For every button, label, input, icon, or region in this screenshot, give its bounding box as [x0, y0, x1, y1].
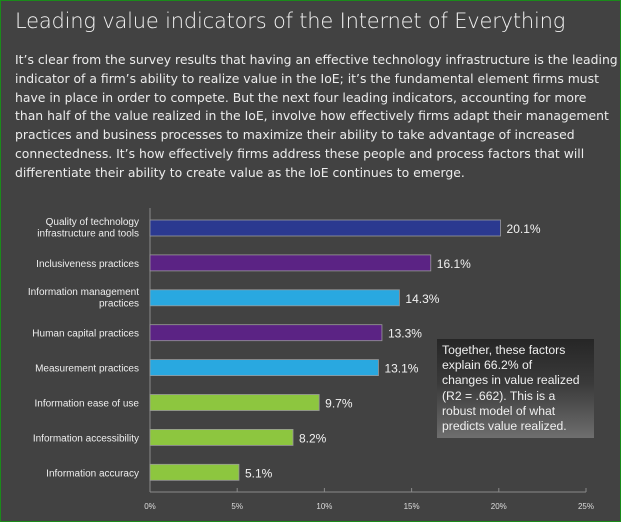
bar: [149, 289, 400, 307]
bar-value-label: 16.1%: [437, 257, 471, 271]
bar-value-label: 9.7%: [325, 397, 353, 411]
bar: [149, 463, 240, 481]
category-label-line: Quality of technology: [46, 217, 139, 228]
intro-line: practices and business processes to maxi…: [15, 127, 575, 143]
category-label: Information management practices: [28, 287, 139, 310]
intro-line: differentiate their ability to create va…: [15, 164, 465, 180]
intro-paragraph: It’s clear from the survey results that …: [15, 51, 618, 183]
note-line: explain 66.2% of: [442, 358, 533, 373]
bar: [149, 254, 432, 272]
intro-line: connectedness. It’s how effectively firm…: [15, 145, 585, 161]
note-line: (R2 = .662). This is a: [442, 388, 556, 403]
bar: [149, 394, 320, 411]
category-label-line: practices: [99, 298, 139, 309]
category-label-line: infrastructure and tools: [37, 229, 139, 240]
x-tick-label: 15%: [404, 502, 420, 511]
category-label: Information ease of use: [34, 399, 139, 410]
annotation-box: Together, these factors explain 66.2% of c…: [437, 339, 594, 438]
bar: [149, 428, 294, 446]
category-label-line: Information management: [28, 287, 139, 298]
category-label-line: Information accessibility: [33, 433, 139, 444]
category-label-line: Inclusiveness practices: [36, 259, 139, 270]
intro-line: have in place in order to compete. But t…: [15, 89, 587, 105]
page-title: Leading value indicators of the Internet…: [15, 9, 566, 33]
note-line: robust model of what: [442, 403, 556, 418]
x-tick-label: 5%: [231, 502, 243, 511]
x-tick-label: 20%: [491, 502, 507, 511]
bar-value-label: 13.3%: [388, 327, 422, 341]
category-label-line: Human capital practices: [32, 329, 139, 340]
bar-value-label: 5.1%: [245, 466, 273, 480]
note-line: predicts value realized.: [442, 419, 567, 434]
bar-value-label: 20.1%: [507, 222, 541, 236]
intro-line: indicator of a firm’s ability to realize…: [15, 70, 599, 86]
category-label: Human capital practices: [32, 329, 139, 340]
category-label: Quality of technology infrastructure and …: [37, 217, 139, 240]
bar: [149, 324, 383, 342]
note-line: changes in value realized: [442, 373, 580, 388]
category-label: Inclusiveness practices: [36, 259, 139, 270]
note-line: Together, these factors: [442, 343, 566, 357]
x-tick-label: 25%: [578, 502, 594, 511]
bar-value-label: 14.3%: [405, 292, 439, 306]
category-label: Information accuracy: [46, 468, 139, 479]
intro-line: It’s clear from the survey results that …: [15, 52, 618, 67]
category-label-line: Measurement practices: [35, 364, 139, 375]
intro-line: than half of the value realized in the I…: [15, 108, 609, 124]
category-label-line: Information accuracy: [46, 468, 139, 479]
bar: [149, 359, 379, 377]
bar: [149, 219, 501, 237]
bar-value-label: 8.2%: [299, 431, 327, 445]
category-label: Measurement practices: [35, 364, 139, 375]
x-tick-label: 0%: [144, 502, 156, 511]
x-tick-label: 10%: [316, 502, 332, 511]
category-label: Information accessibility: [33, 433, 139, 444]
category-label-line: Information ease of use: [34, 399, 139, 410]
bar-value-label: 13.1%: [384, 362, 418, 376]
